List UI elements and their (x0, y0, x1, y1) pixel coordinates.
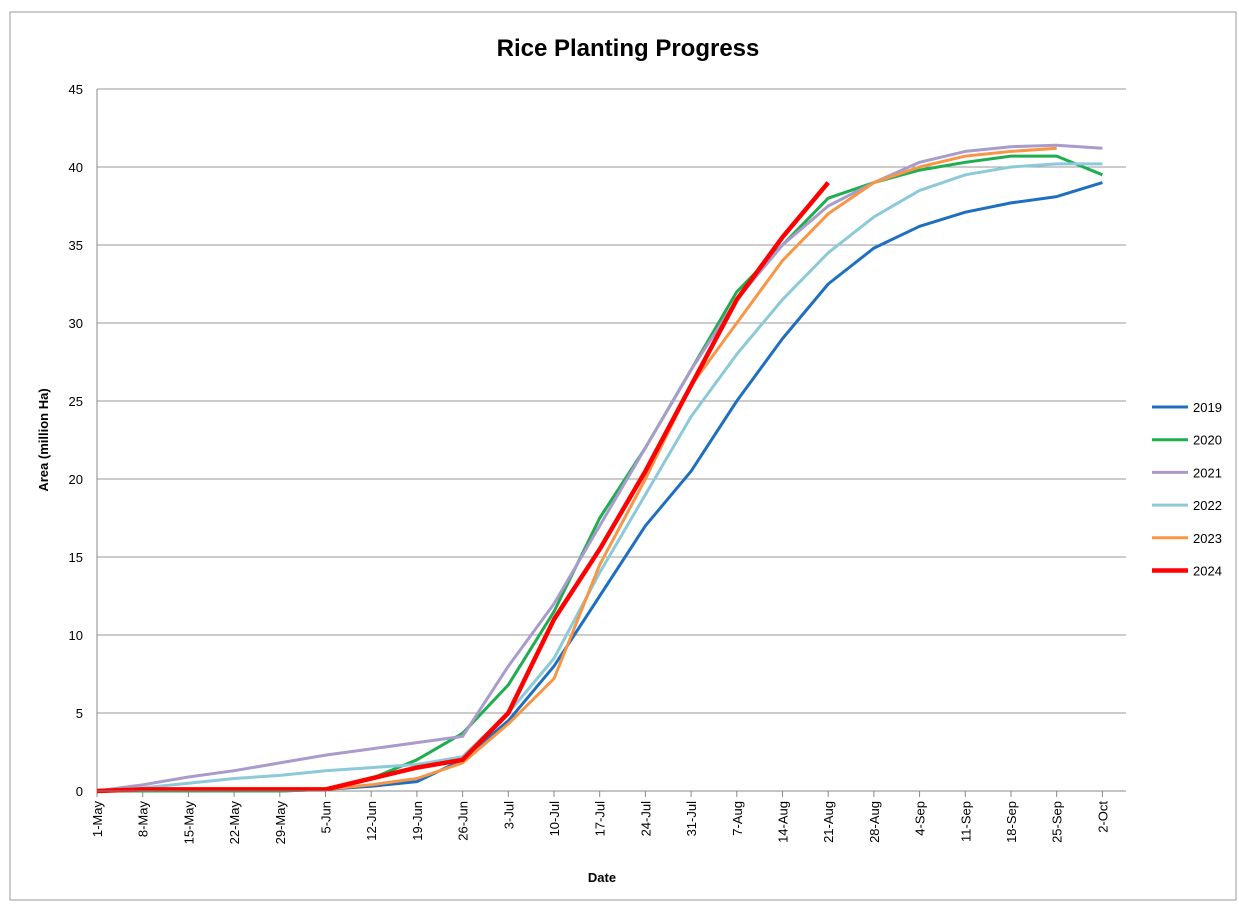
x-tick-label: 10-Jul (547, 801, 562, 837)
x-tick-label: 4-Sep (913, 801, 928, 836)
y-tick-label: 5 (76, 706, 83, 721)
x-tick-label: 18-Sep (1004, 801, 1019, 843)
y-tick-label: 15 (69, 550, 83, 565)
x-tick-label: 12-Jun (364, 801, 379, 841)
legend-label: 2020 (1193, 433, 1222, 448)
y-tick-label: 30 (69, 316, 83, 331)
x-tick-label: 29-May (273, 801, 288, 845)
x-tick-label: 5-Jun (319, 801, 334, 834)
chart-title: Rice Planting Progress (497, 35, 760, 62)
y-tick-label: 35 (69, 238, 83, 253)
y-tick-label: 10 (69, 628, 83, 643)
series-line (96, 181, 830, 794)
x-tick-label: 21-Aug (821, 801, 836, 843)
x-tick-label: 19-Jun (410, 801, 425, 841)
x-tick-label: 7-Aug (730, 801, 745, 836)
legend-label: 2023 (1193, 531, 1222, 546)
x-axis-title: Date (588, 870, 616, 885)
x-tick-label: 28-Aug (867, 801, 882, 843)
x-tick-label: 14-Aug (776, 801, 791, 843)
x-tick-label: 3-Jul (501, 801, 516, 829)
x-tick-label: 25-Sep (1050, 801, 1065, 843)
chart-frame (9, 11, 1237, 901)
legend-label: 2021 (1193, 465, 1222, 480)
series-line (96, 143, 1103, 793)
x-tick-label: 8-May (136, 801, 151, 838)
x-tick-label: 1-May (90, 801, 105, 838)
y-tick-label: 45 (69, 82, 83, 97)
x-tick-label: 11-Sep (958, 801, 973, 842)
x-tick-label: 24-Jul (638, 801, 653, 837)
x-tick-label: 2-Oct (1095, 801, 1110, 833)
y-tick-label: 40 (69, 160, 83, 175)
x-tick-label: 15-May (181, 801, 196, 845)
y-tick-label: 20 (69, 472, 83, 487)
legend-label: 2019 (1193, 400, 1222, 415)
series-line (96, 162, 1103, 793)
x-tick-label: 17-Jul (593, 801, 608, 837)
y-axis-title: Area (million Ha) (36, 388, 51, 491)
x-tick-label: 22-May (227, 801, 242, 845)
x-tick-label: 31-Jul (684, 801, 699, 837)
y-tick-label: 25 (69, 394, 83, 409)
y-tick-label: 0 (76, 784, 83, 799)
x-tick-label: 26-Jun (456, 801, 471, 841)
legend-label: 2022 (1193, 498, 1222, 513)
legend-label: 2024 (1193, 564, 1222, 579)
